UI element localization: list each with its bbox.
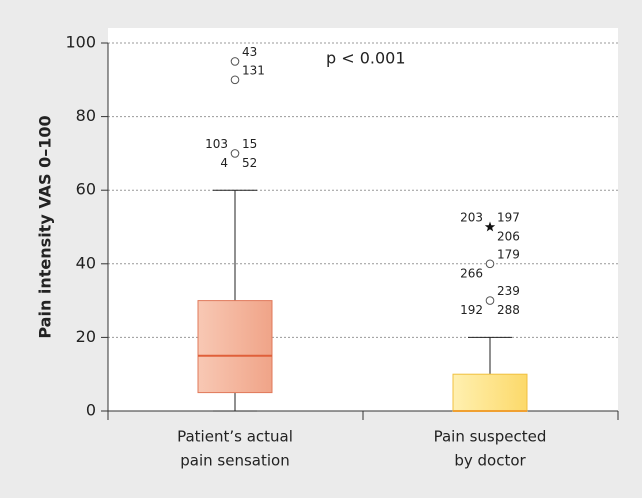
outlier-label: 103 bbox=[205, 137, 228, 151]
y-tick-label: 0 bbox=[86, 401, 96, 420]
outlier-label: 4 bbox=[220, 156, 228, 170]
outlier-label: 52 bbox=[242, 156, 257, 170]
outlier bbox=[485, 296, 495, 305]
outlier-label: 206 bbox=[497, 230, 520, 244]
box bbox=[452, 373, 528, 412]
y-tick-label: 60 bbox=[76, 180, 96, 199]
outlier-label: 131 bbox=[242, 63, 265, 77]
outlier-label: 192 bbox=[460, 303, 483, 317]
plot-area bbox=[108, 28, 618, 411]
y-axis-title: Pain intensity VAS 0–100 bbox=[36, 115, 55, 338]
y-tick-label: 80 bbox=[76, 106, 96, 125]
outlier-label: 43 bbox=[242, 45, 257, 59]
outlier-label: 266 bbox=[460, 266, 483, 280]
outlier bbox=[230, 75, 240, 85]
outlier-label: 15 bbox=[242, 137, 257, 151]
y-tick-label: 100 bbox=[65, 33, 96, 52]
annotation: p < 0.001 bbox=[326, 49, 406, 68]
y-tick-label: 20 bbox=[76, 327, 96, 346]
outlier-label: 179 bbox=[497, 247, 520, 261]
outlier bbox=[230, 57, 240, 66]
outlier-label: 197 bbox=[497, 211, 520, 225]
box bbox=[197, 300, 273, 394]
outlier bbox=[485, 259, 495, 269]
outlier-label: 288 bbox=[497, 303, 520, 317]
x-tick-label: pain sensation bbox=[180, 452, 289, 470]
outlier-star bbox=[484, 221, 496, 232]
outlier-label: 239 bbox=[497, 284, 520, 298]
outlier-label: 203 bbox=[460, 211, 483, 225]
x-tick-label: by doctor bbox=[454, 452, 526, 470]
outlier bbox=[230, 149, 240, 158]
x-tick-label: Patient’s actual bbox=[177, 428, 293, 446]
x-tick-label: Pain suspected bbox=[434, 428, 547, 446]
y-tick-label: 40 bbox=[76, 253, 96, 272]
